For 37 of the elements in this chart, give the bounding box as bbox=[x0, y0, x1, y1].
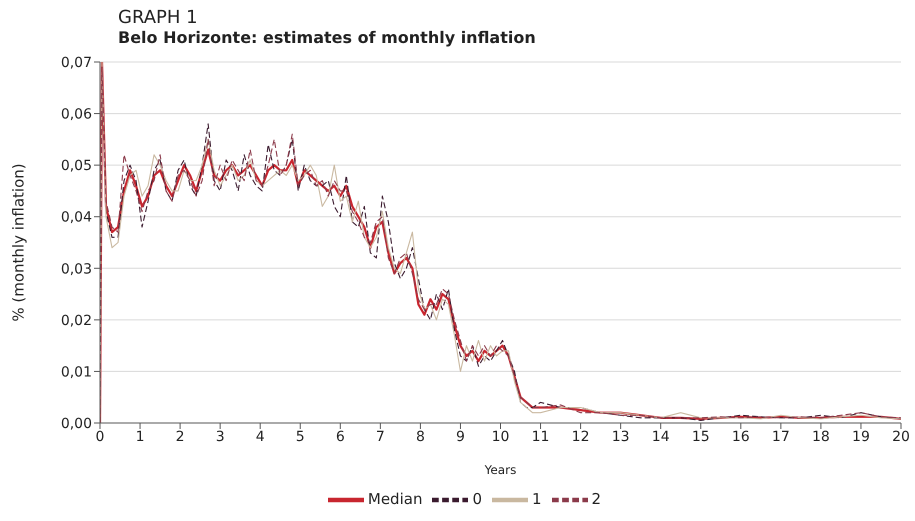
legend-label: Median bbox=[368, 490, 422, 508]
legend-label: 2 bbox=[592, 490, 602, 508]
x-tick-label: 16 bbox=[732, 428, 750, 445]
y-tick-label: 0,03 bbox=[60, 261, 92, 278]
x-tick-label: 18 bbox=[812, 428, 830, 445]
x-axis-title: Years bbox=[484, 463, 516, 477]
x-tick-label: 7 bbox=[376, 428, 385, 445]
y-tick-label: 0,02 bbox=[60, 312, 92, 329]
chart-subtitle: Belo Horizonte: estimates of monthly inflation bbox=[117, 28, 537, 48]
y-tick-label: 0,06 bbox=[60, 106, 92, 123]
x-tick-label: 0 bbox=[96, 428, 104, 445]
x-tick-label: 17 bbox=[772, 428, 790, 445]
x-tick-label: 20 bbox=[892, 428, 910, 445]
x-tick-label: 19 bbox=[852, 428, 870, 445]
x-tick-label: 6 bbox=[336, 428, 345, 445]
x-tick-label: 9 bbox=[456, 428, 465, 445]
y-axis-title: % (monthly inflation) bbox=[9, 163, 28, 322]
x-tick-label: 5 bbox=[296, 428, 305, 445]
legend-label: 1 bbox=[532, 490, 542, 508]
y-tick-label: 0,04 bbox=[60, 210, 92, 226]
x-tick-label: 11 bbox=[532, 428, 550, 445]
x-tick-label: 1 bbox=[136, 428, 145, 445]
x-tick-label: 4 bbox=[256, 428, 265, 445]
chart-title: GRAPH 1 bbox=[117, 7, 199, 28]
x-tick-label: 2 bbox=[176, 428, 185, 445]
legend-label: 0 bbox=[472, 490, 482, 508]
y-tick-label: 0,05 bbox=[60, 158, 92, 174]
y-tick-label: 0,01 bbox=[60, 364, 92, 380]
x-tick-label: 3 bbox=[216, 428, 225, 445]
x-tick-label: 10 bbox=[492, 428, 510, 445]
y-tick-label: 0,07 bbox=[60, 54, 92, 71]
y-tick-label: 0,00 bbox=[60, 416, 92, 432]
x-tick-label: 14 bbox=[652, 428, 670, 445]
x-tick-label: 15 bbox=[692, 428, 710, 445]
x-tick-label: 8 bbox=[416, 428, 425, 445]
x-tick-label: 12 bbox=[572, 428, 590, 445]
x-tick-label: 13 bbox=[612, 428, 630, 445]
